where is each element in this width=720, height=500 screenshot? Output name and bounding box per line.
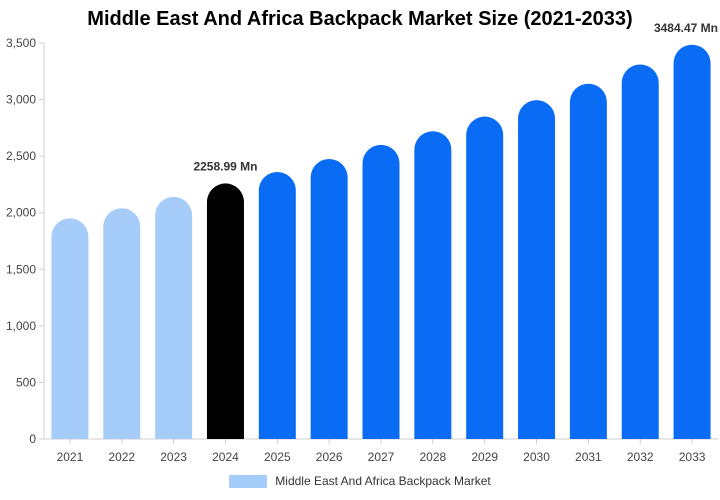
x-tick-label: 2026 (316, 450, 343, 464)
bar-2025 (258, 171, 296, 439)
x-tick-label: 2028 (419, 450, 446, 464)
x-tick-label: 2030 (523, 450, 550, 464)
bar-2033 (673, 44, 711, 439)
legend-label: Middle East And Africa Backpack Market (275, 474, 491, 488)
x-tick-label: 2023 (160, 450, 187, 464)
bar-2023 (155, 196, 193, 439)
y-tick-label: 2,000 (6, 206, 36, 220)
bar-2028 (414, 131, 452, 439)
legend: Middle East And Africa Backpack Market (0, 474, 720, 488)
bar-2031 (569, 83, 607, 439)
x-tick-label: 2022 (108, 450, 135, 464)
data-labels: 2258.99 Mn 3484.47 Mn (193, 21, 718, 174)
bar-2021 (51, 218, 89, 439)
y-axis: 0 500 1,000 1,500 2,000 2,500 3,000 3,500 (6, 36, 45, 446)
x-tick-label: 2021 (57, 450, 84, 464)
data-label-2033: 3484.47 Mn (654, 21, 718, 35)
y-tick-label: 500 (16, 375, 36, 389)
chart-title: Middle East And Africa Backpack Market S… (87, 8, 633, 30)
bar-2026 (310, 158, 348, 439)
bar-2024 (206, 183, 244, 439)
data-label-2024: 2258.99 Mn (193, 159, 257, 173)
x-tick-label: 2031 (575, 450, 602, 464)
x-tick-label: 2025 (264, 450, 291, 464)
y-tick-label: 3,500 (6, 36, 36, 50)
bar-2027 (362, 144, 400, 440)
x-tick-label: 2024 (212, 450, 239, 464)
y-tick-label: 0 (29, 432, 36, 446)
x-tick-label: 2029 (471, 450, 498, 464)
bar-2029 (466, 116, 504, 439)
bar-2032 (621, 64, 659, 440)
y-tick-label: 2,500 (6, 149, 36, 163)
x-tick-label: 2032 (627, 450, 654, 464)
y-tick-label: 3,000 (6, 93, 36, 107)
legend-swatch (229, 474, 268, 488)
bar-2022 (103, 208, 141, 439)
bars (51, 44, 711, 440)
y-tick-label: 1,000 (6, 319, 36, 333)
x-tick-label: 2033 (679, 450, 706, 464)
x-tick-label: 2027 (368, 450, 395, 464)
x-axis: 2021 2022 2023 2024 2025 2026 2027 2028 2029 2030… (44, 438, 718, 464)
bar-2030 (518, 100, 556, 439)
y-tick-label: 1,500 (6, 262, 36, 276)
